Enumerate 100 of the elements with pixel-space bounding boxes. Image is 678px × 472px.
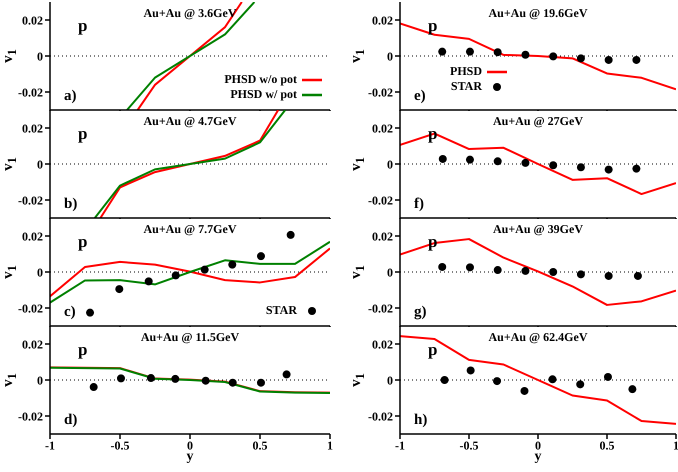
chart-title: Au+Au @ 11.5GeV	[140, 330, 240, 344]
point	[576, 270, 585, 278]
annotation: e)	[414, 88, 426, 105]
point	[576, 54, 585, 62]
legend-label: STAR	[266, 303, 297, 318]
y-tick-label: 0	[37, 157, 43, 172]
annotation: b)	[64, 196, 78, 213]
point	[466, 366, 475, 374]
point	[634, 272, 642, 280]
y-tick-label: 0.02	[372, 13, 393, 28]
point	[494, 48, 502, 56]
x-tick-label: -0.5	[110, 438, 130, 453]
point	[548, 375, 556, 384]
point	[256, 378, 265, 387]
point	[604, 56, 613, 64]
chart-title: Au+Au @ 7.7GeV	[143, 222, 236, 236]
y-tick-label: 0.02	[22, 229, 43, 244]
point	[466, 48, 474, 56]
point	[438, 154, 447, 163]
x-tick-label: 0.5	[252, 438, 268, 453]
y-tick-label: 0	[37, 373, 43, 388]
point	[494, 157, 502, 166]
point	[466, 263, 474, 272]
point	[632, 164, 640, 173]
y-tick-label: 0	[37, 49, 43, 64]
y-tick-label: -0.02	[18, 85, 43, 100]
y-tick-label: -0.02	[18, 193, 43, 208]
y-tick-label: 0	[387, 265, 393, 280]
line-series	[400, 335, 676, 425]
point	[116, 374, 125, 382]
point	[228, 378, 237, 387]
point	[520, 386, 528, 395]
point	[282, 370, 291, 378]
annotation: p	[78, 16, 88, 36]
point	[86, 308, 94, 317]
y-tick-label: -0.02	[368, 409, 393, 424]
y-tick-label: 0.02	[22, 121, 43, 136]
point	[171, 374, 180, 383]
point	[521, 158, 530, 167]
point	[438, 262, 446, 271]
y-tick-label: -0.02	[368, 85, 393, 100]
point	[549, 161, 558, 170]
annotation: p	[428, 16, 438, 36]
chart-title: Au+Au @ 27GeV	[492, 114, 583, 128]
chart-title: Au+Au @ 4.7GeV	[143, 114, 236, 128]
point	[521, 50, 530, 59]
y-tick-label: 0.02	[372, 337, 393, 352]
y-tick-label: 0	[37, 265, 43, 280]
chart-title: Au+Au @ 19.6GeV	[488, 6, 588, 20]
point	[628, 385, 636, 394]
point	[549, 268, 558, 276]
point	[494, 266, 502, 274]
annotation: f)	[414, 196, 424, 213]
annotation: p	[78, 232, 88, 252]
point	[521, 266, 530, 275]
legend-label: PHSD w/ pot	[230, 87, 297, 102]
y-tick-label: -0.02	[368, 301, 393, 316]
point	[632, 56, 640, 64]
annotation: h)	[414, 412, 428, 429]
point	[90, 383, 98, 392]
annotation: c)	[64, 304, 76, 321]
y-tick-label: 0.02	[22, 337, 43, 352]
point	[466, 156, 474, 164]
annotation: d)	[64, 412, 78, 429]
point	[604, 372, 612, 381]
point	[200, 266, 209, 274]
point	[115, 285, 124, 294]
y-tick-label: 0.02	[372, 121, 393, 136]
y-tick-label: -0.02	[18, 409, 43, 424]
x-tick-label: 1	[327, 438, 333, 453]
annotation: p	[78, 124, 88, 144]
point	[202, 376, 210, 385]
line-series	[400, 238, 676, 306]
point	[144, 277, 153, 286]
annotation: p	[428, 340, 438, 360]
point	[256, 252, 265, 260]
point	[440, 376, 449, 384]
y-tick-label: 0	[387, 157, 393, 172]
line-series	[50, 240, 330, 304]
legend-label: PHSD w/o pot	[224, 72, 297, 87]
y-tick-label: 0	[387, 49, 393, 64]
chart-title: Au+Au @ 62.4GeV	[488, 330, 588, 344]
y-tick-label: 0	[387, 373, 393, 388]
chart-title: Au+Au @ 39GeV	[492, 222, 583, 236]
annotation: g)	[414, 304, 426, 321]
point	[576, 380, 584, 388]
line-series	[400, 132, 676, 196]
point	[228, 260, 236, 269]
x-tick-label: -1	[45, 438, 55, 453]
x-tick-label: -0.5	[460, 438, 478, 453]
y-tick-label: -0.02	[368, 193, 393, 208]
point	[576, 163, 585, 172]
y-tick-label: 0.02	[22, 13, 43, 28]
point	[604, 166, 613, 174]
point	[493, 377, 502, 386]
point	[172, 271, 180, 280]
annotation: a)	[64, 88, 76, 105]
y-tick-label: 0.02	[372, 229, 393, 244]
point	[438, 48, 446, 56]
y-tick-label: -0.02	[18, 301, 43, 316]
